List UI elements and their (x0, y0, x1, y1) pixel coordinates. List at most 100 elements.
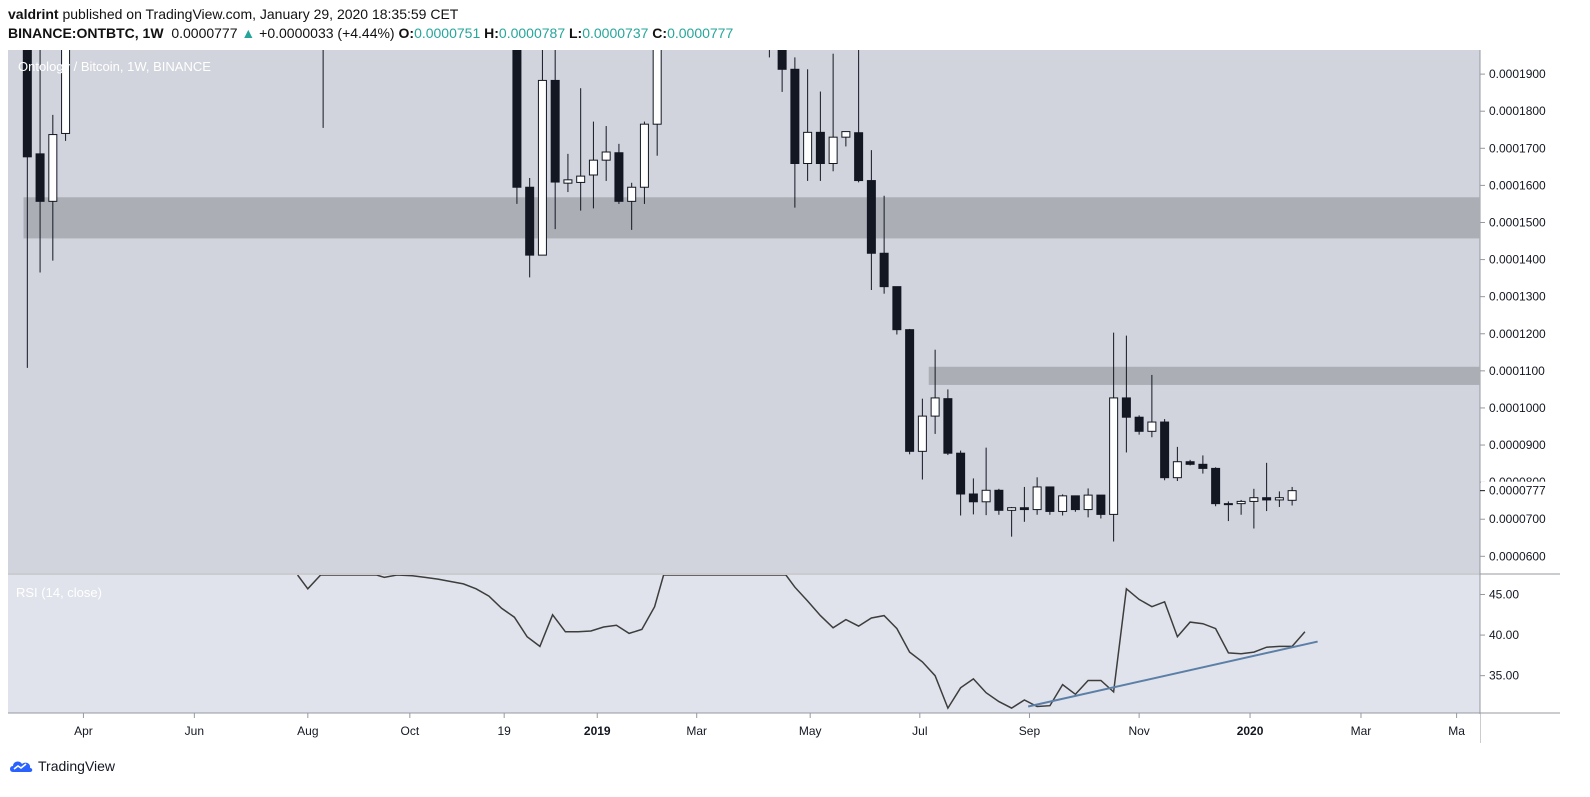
last-price-marker (1481, 481, 1559, 500)
candle (322, 50, 324, 128)
footer-brand[interactable]: TradingView (8, 757, 115, 775)
candle-body-up (1109, 397, 1119, 515)
main-chart-title: Ontology / Bitcoin, 1W, BINANCE (18, 59, 211, 74)
rsi-title: RSI (14, close) (16, 585, 102, 600)
candle-body-down (1198, 463, 1208, 469)
candle-body-up (981, 489, 991, 503)
rsi-tick-label: 40.00 (1489, 628, 1519, 642)
time-tick-label: 19 (497, 724, 511, 738)
candle-body-up (1172, 461, 1182, 479)
candle (981, 447, 991, 516)
candle-body-up (639, 123, 649, 188)
candle-body-up (803, 131, 813, 165)
candle (588, 121, 598, 209)
time-tick-label: Oct (400, 724, 419, 738)
candle (652, 50, 662, 156)
candle (1070, 495, 1080, 512)
price-tick-label: 0.0000600 (1489, 549, 1546, 563)
time-tick-label: Jul (912, 724, 927, 738)
candle (879, 195, 889, 294)
rsi-pane[interactable] (8, 575, 1480, 713)
candle-body-down (1160, 421, 1170, 479)
time-axis[interactable] (8, 714, 1480, 743)
candle-body-up (588, 159, 598, 176)
candle-body-down (512, 50, 522, 188)
candle-body-down (968, 493, 978, 503)
candle-body-up (576, 175, 586, 183)
price-scale[interactable] (1480, 50, 1560, 713)
change-value: +0.0000033 (+4.44%) (259, 25, 395, 41)
candle-body-up (1083, 494, 1093, 511)
candle-body-up (1058, 495, 1068, 512)
candle (1096, 494, 1106, 519)
candle (1223, 501, 1233, 522)
candle (854, 50, 864, 183)
candle (828, 53, 838, 172)
candle-body-up (841, 131, 851, 138)
candle-body-up (930, 397, 940, 417)
time-tick-label: May (799, 724, 822, 738)
candle (905, 328, 915, 455)
price-tick-label: 0.0001900 (1489, 67, 1546, 81)
candle-body-up (563, 179, 573, 184)
candle (930, 349, 940, 434)
candle (815, 91, 825, 181)
candle (1045, 486, 1055, 515)
candle-body-down (879, 252, 889, 288)
candle (917, 398, 927, 480)
open-value: 0.0000751 (414, 25, 481, 41)
candle (1211, 467, 1221, 507)
candle-body-up (601, 151, 611, 161)
tradingview-cloud-icon (10, 761, 33, 772)
candle (1147, 374, 1157, 438)
candle (525, 177, 535, 278)
candle (1274, 491, 1284, 507)
candle (22, 50, 32, 368)
author-name[interactable]: valdrint (8, 6, 59, 22)
candle-body-up (48, 134, 58, 202)
brand-name: TradingView (38, 758, 116, 774)
candle-body-down (614, 152, 624, 202)
candle-body-up (1147, 421, 1157, 432)
candle-body-down (956, 452, 966, 495)
time-tick-label: Sep (1019, 724, 1041, 738)
candle-body-down (525, 186, 535, 256)
candle (550, 50, 560, 230)
price-pane[interactable] (8, 50, 1480, 573)
candle (1185, 459, 1195, 466)
time-tick-label: 2020 (1237, 724, 1264, 738)
candle (601, 126, 611, 181)
candle (1134, 415, 1144, 435)
candle-body-up (61, 50, 71, 134)
candle-body-down (905, 329, 915, 452)
open-label: O: (398, 25, 415, 41)
time-tick-label: Ma (1448, 724, 1465, 738)
close-label: C: (652, 25, 668, 41)
low-label: L: (569, 25, 583, 41)
last-price-label: 0.0000777 (1489, 484, 1546, 498)
time-tick-label: Mar (686, 724, 707, 738)
close-value: 0.0000777 (667, 25, 734, 41)
candle-body-down (1262, 497, 1272, 501)
candle (892, 286, 902, 335)
candle (1058, 494, 1068, 516)
price-tick-label: 0.0001000 (1489, 401, 1546, 415)
candle-body-down (1121, 397, 1131, 418)
candle (968, 478, 978, 515)
candle-body-down (550, 79, 560, 183)
candle-body-down (866, 180, 876, 254)
candle-body-down (1185, 461, 1195, 465)
chart-area[interactable]: 0.0001900 0.0001800 0.0001700 0.0001600 0.00… (0, 46, 1590, 746)
rsi-trendline (1027, 640, 1318, 708)
candle-body-up (1223, 503, 1233, 506)
candle (61, 50, 71, 141)
candle (994, 488, 1004, 515)
candle-body-up (1032, 486, 1042, 511)
price-tick-label: 0.0001600 (1489, 178, 1546, 192)
candle (512, 50, 522, 204)
candle (627, 182, 637, 230)
candle-body-up (1007, 507, 1017, 511)
candle-body-down (815, 131, 825, 165)
candle-body-down (1134, 416, 1144, 432)
candle-body-up (1287, 490, 1297, 501)
